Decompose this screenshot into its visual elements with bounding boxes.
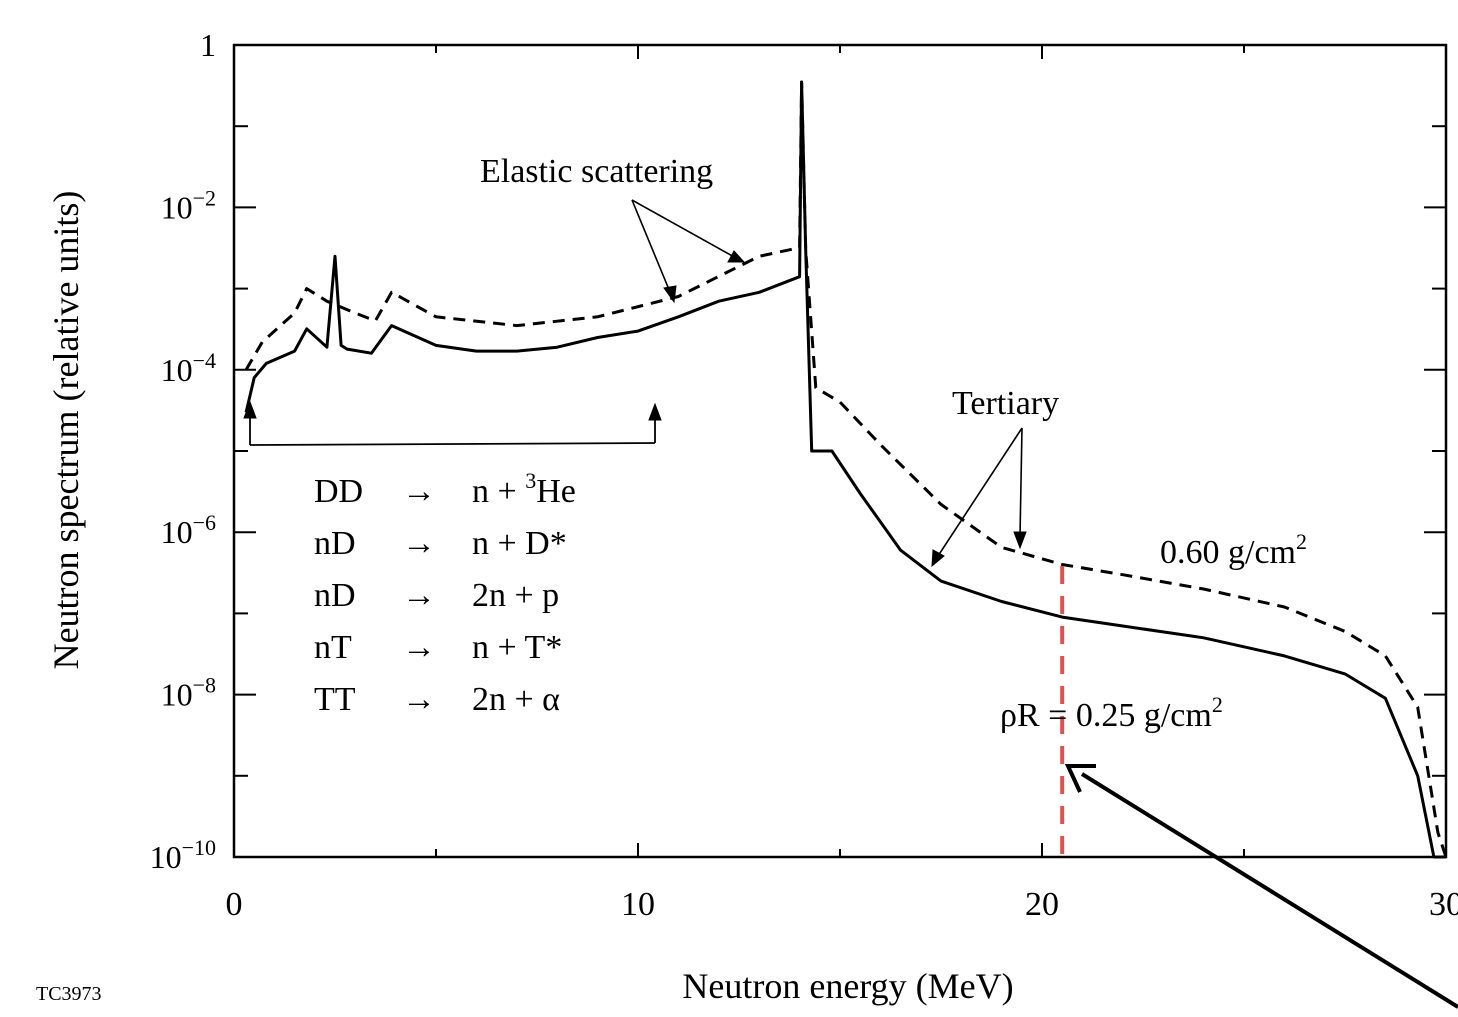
reaction-lhs: nD [314,525,356,562]
reaction-rhs: 2n + p [472,577,559,614]
plot-frame [232,43,1448,859]
reaction-rhs: n + T* [472,629,562,666]
annotation-025: ρR = 0.25 g/cm2 [1000,692,1223,734]
y-tick-label: 10−4 [161,348,216,388]
y-tick-label: 1 [200,27,216,63]
reaction-rhs: 2n + α [472,681,560,718]
annotation-arrows [243,199,1458,1009]
y-tick-label: 10−6 [161,510,216,550]
figure-code: TC3973 [36,983,102,1005]
reaction-arrow: → [402,681,436,718]
annotation-elastic-scattering: Elastic scattering [480,153,713,190]
reaction-arrow: → [402,525,436,562]
x-tick-label: 20 [1025,886,1059,923]
series-line-dashed [244,80,1448,858]
x-tick-label: 0 [226,886,243,923]
annotation-tertiary: Tertiary [952,385,1059,422]
series-line-solid [244,80,1446,859]
y-tick-label: 10−8 [161,673,216,713]
reaction-rhs: n + D* [472,525,567,562]
x-axis-label: Neutron energy (MeV) [682,966,1013,1006]
y-tick-label: 10−2 [161,185,216,225]
reaction-arrow: → [402,629,436,666]
big-pointer-arrow [1080,772,1458,1009]
reaction-lhs: nD [314,577,356,614]
reaction-rhs: n + 3He [472,468,576,510]
x-tick-label: 30 [1429,886,1458,923]
series-layer [244,80,1448,859]
reaction-lhs: TT [314,681,356,718]
reaction-arrow: → [402,577,436,614]
y-tick-label: 10−10 [150,835,216,875]
x-tick-label: 10 [621,886,655,923]
axis-ticks: 0 10 20 30 1 10−2 10−4 10−6 10−8 10−10 [150,27,1458,923]
reaction-list: DD → n + 3He nD → n + D* nD → 2n + p nT → n + T* TT →… [314,468,576,718]
y-axis-label: Neutron spectrum (relative units) [46,191,86,670]
reaction-lhs: nT [314,629,352,666]
reaction-lhs: DD [314,473,363,510]
reaction-arrow: → [402,473,436,510]
annotation-060: 0.60 g/cm2 [1160,529,1307,571]
